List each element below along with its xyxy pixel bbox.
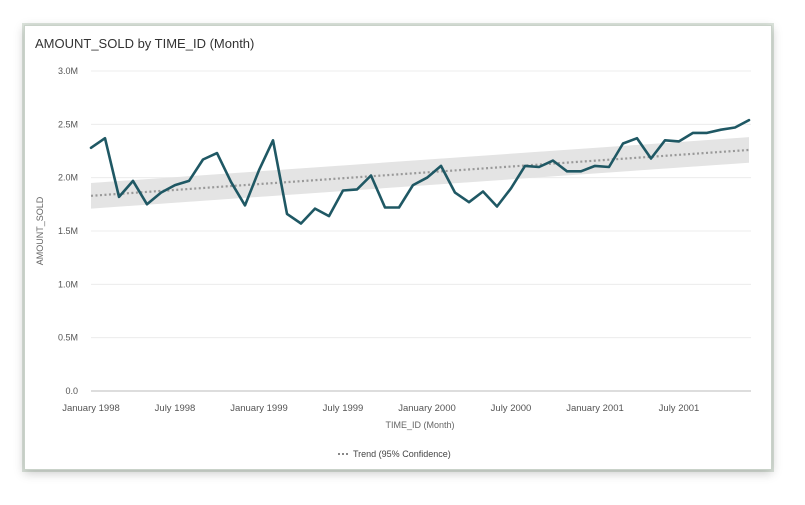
data-point[interactable]	[171, 181, 179, 189]
data-point[interactable]	[423, 174, 431, 182]
y-tick-label: 2.0M	[58, 173, 78, 183]
data-point[interactable]	[269, 136, 277, 144]
data-point[interactable]	[619, 140, 627, 148]
data-point[interactable]	[255, 166, 263, 174]
data-point[interactable]	[605, 163, 613, 171]
legend[interactable]: Trend (95% Confidence)	[338, 449, 451, 459]
y-tick-label: 1.0M	[58, 279, 78, 289]
data-point[interactable]	[507, 184, 515, 192]
y-tick-label: 0.5M	[58, 333, 78, 343]
y-tick-label: 3.0M	[58, 66, 78, 76]
data-point[interactable]	[745, 116, 753, 124]
data-point[interactable]	[367, 172, 375, 180]
data-point[interactable]	[395, 204, 403, 212]
y-axis-title: AMOUNT_SOLD	[35, 196, 45, 265]
data-point[interactable]	[241, 201, 249, 209]
data-point[interactable]	[563, 167, 571, 175]
amount-sold-line[interactable]	[89, 118, 751, 225]
x-tick-label: January 1999	[230, 403, 288, 414]
y-tick-label: 1.5M	[58, 226, 78, 236]
data-point[interactable]	[227, 178, 235, 186]
data-point[interactable]	[647, 154, 655, 162]
data-point[interactable]	[213, 149, 221, 157]
x-tick-label: July 1998	[155, 403, 196, 414]
line-chart: 0.0 0.5M 1.0M 1.5M 2.0M 2.5M 3.0M January 1998…	[35, 66, 753, 459]
chart-card: AMOUNT_SOLD by TIME_ID (Month) 0.0 0.5M 1.…	[24, 25, 772, 470]
data-point[interactable]	[409, 181, 417, 189]
data-point[interactable]	[591, 162, 599, 170]
x-tick-label: July 2001	[659, 403, 700, 414]
data-point[interactable]	[451, 189, 459, 197]
series-layer	[87, 116, 753, 228]
data-point[interactable]	[675, 137, 683, 145]
data-point[interactable]	[143, 200, 151, 208]
y-tick-label: 0.0	[65, 386, 78, 396]
data-point[interactable]	[115, 193, 123, 201]
data-point[interactable]	[633, 134, 641, 142]
trend-layer	[90, 148, 750, 197]
data-point[interactable]	[717, 126, 725, 134]
y-tick-labels: 0.0 0.5M 1.0M 1.5M 2.0M 2.5M 3.0M	[58, 66, 78, 396]
data-point[interactable]	[381, 204, 389, 212]
x-tick-label: July 2000	[491, 403, 532, 414]
data-point[interactable]	[325, 212, 333, 220]
data-point[interactable]	[493, 202, 501, 210]
x-axis-title: TIME_ID (Month)	[385, 420, 454, 430]
data-point[interactable]	[661, 136, 669, 144]
data-point[interactable]	[199, 156, 207, 164]
data-point[interactable]	[731, 124, 739, 132]
data-point[interactable]	[465, 198, 473, 206]
data-point[interactable]	[577, 167, 585, 175]
data-point[interactable]	[157, 189, 165, 197]
y-tick-label: 2.5M	[58, 119, 78, 129]
data-point[interactable]	[129, 177, 137, 185]
data-point[interactable]	[479, 188, 487, 196]
data-point[interactable]	[689, 129, 697, 137]
data-point[interactable]	[437, 162, 445, 170]
x-tick-label: January 2001	[566, 403, 624, 414]
data-point[interactable]	[353, 185, 361, 193]
data-point[interactable]	[339, 186, 347, 194]
data-point[interactable]	[311, 205, 319, 213]
data-point[interactable]	[101, 134, 109, 142]
x-tick-label: July 1999	[323, 403, 364, 414]
data-point[interactable]	[297, 220, 305, 228]
data-point[interactable]	[549, 157, 557, 165]
data-point[interactable]	[521, 162, 529, 170]
data-point[interactable]	[185, 177, 193, 185]
x-tick-label: January 2000	[398, 403, 456, 414]
x-tick-labels: January 1998 July 1998 January 1999 July 19…	[62, 403, 699, 414]
gridlines	[91, 70, 751, 392]
data-point[interactable]	[535, 163, 543, 171]
legend-trend-label: Trend (95% Confidence)	[353, 449, 451, 459]
data-point[interactable]	[703, 129, 711, 137]
data-point[interactable]	[87, 144, 95, 152]
x-tick-label: January 1998	[62, 403, 120, 414]
chart-title: AMOUNT_SOLD by TIME_ID (Month)	[35, 36, 255, 51]
trend-line[interactable]	[90, 148, 750, 197]
data-point[interactable]	[283, 210, 291, 218]
